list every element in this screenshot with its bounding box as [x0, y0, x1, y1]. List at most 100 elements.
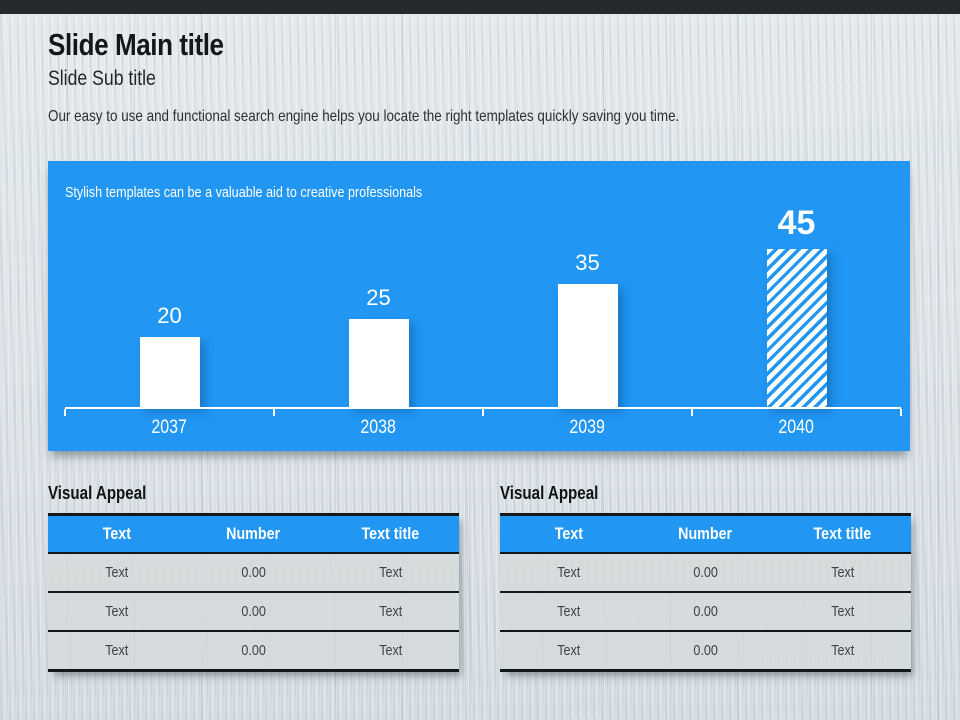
- cell-text: 0.00: [241, 642, 266, 659]
- cell-text: Text: [104, 642, 129, 659]
- table-cell: Text: [322, 603, 459, 620]
- x-axis: [64, 407, 902, 417]
- table-header-row: Text Number Text title: [500, 516, 911, 552]
- table-section-left: Visual Appeal Text Number Text title Text 0.…: [48, 483, 459, 672]
- table-cell: 0.00: [185, 564, 322, 581]
- table-cell: Text: [322, 642, 459, 659]
- table-cell: 0.00: [637, 642, 774, 659]
- table-cell: Text: [48, 603, 185, 620]
- table-cell: Text: [500, 564, 637, 581]
- highlighted-bar: [766, 249, 827, 407]
- cell-text: Text: [830, 564, 855, 581]
- header-cell-text: Text: [102, 524, 131, 543]
- header-cell-text: Number: [226, 524, 281, 543]
- table-header-row: Text Number Text title: [48, 516, 459, 552]
- cell-text: Text: [830, 603, 855, 620]
- cell-text: 0.00: [241, 564, 266, 581]
- cell-text: Text: [104, 564, 129, 581]
- table-header-cell: Number: [185, 524, 322, 544]
- table-title: Visual Appeal: [48, 483, 459, 504]
- table-cell: 0.00: [637, 603, 774, 620]
- header-cell-text: Number: [678, 524, 733, 543]
- bar-group: 35: [557, 249, 618, 407]
- header-cell-text: Text: [554, 524, 583, 543]
- bar: [348, 319, 409, 407]
- axis-tick: [273, 409, 275, 416]
- top-frame-bar: [0, 0, 960, 14]
- bar-group: 45: [766, 203, 827, 407]
- chart-caption-text: Stylish templates can be a valuable aid …: [65, 184, 423, 201]
- page-title-text: Slide Main title: [48, 27, 224, 62]
- page-subtitle-text: Slide Sub title: [48, 67, 156, 90]
- chart-panel: Stylish templates can be a valuable aid …: [48, 161, 910, 451]
- table-cell: Text: [500, 603, 637, 620]
- table-cell: 0.00: [637, 564, 774, 581]
- cell-text: 0.00: [693, 564, 718, 581]
- bar-value-label: 45: [777, 203, 816, 242]
- cell-text: Text: [556, 603, 581, 620]
- x-axis-label: 2037: [65, 417, 274, 439]
- x-axis-label: 2040: [692, 417, 901, 439]
- bar-column: 45: [692, 203, 901, 407]
- table-header-cell: Number: [637, 524, 774, 544]
- table-title: Visual Appeal: [500, 483, 911, 504]
- table-cell: Text: [48, 642, 185, 659]
- cell-text: 0.00: [693, 603, 718, 620]
- table-cell: Text: [322, 564, 459, 581]
- table-row: Text 0.00 Text: [500, 630, 911, 669]
- cell-text: Text: [104, 603, 129, 620]
- bar-value-label: 25: [366, 284, 391, 310]
- axis-tick: [64, 409, 66, 416]
- data-table: Text Number Text title Text 0.00 Text Text 0.00…: [500, 513, 911, 672]
- table-row: Text 0.00 Text: [48, 552, 459, 591]
- x-axis-label-text: 2037: [151, 417, 188, 438]
- table-row: Text 0.00 Text: [48, 630, 459, 669]
- cell-text: 0.00: [693, 642, 718, 659]
- axis-tick: [482, 409, 484, 416]
- table-cell: Text: [48, 564, 185, 581]
- table-title-text: Visual Appeal: [48, 483, 147, 503]
- table-cell: 0.00: [185, 642, 322, 659]
- table-header-cell: Text title: [322, 524, 459, 544]
- axis-tick: [691, 409, 693, 416]
- table-header-cell: Text: [500, 524, 637, 544]
- bar-group: 20: [139, 302, 200, 407]
- cell-text: Text: [378, 603, 403, 620]
- bar-value-label: 20: [157, 302, 182, 328]
- cell-text: Text: [378, 642, 403, 659]
- bar-column: 20: [65, 302, 274, 407]
- bar-value-label: 35: [575, 249, 600, 275]
- bar: [557, 284, 618, 407]
- table-cell: Text: [774, 642, 911, 659]
- table-title-text: Visual Appeal: [500, 483, 599, 503]
- table-header-cell: Text title: [774, 524, 911, 544]
- table-row: Text 0.00 Text: [500, 591, 911, 630]
- table-cell: 0.00: [185, 603, 322, 620]
- cell-text: Text: [830, 642, 855, 659]
- bar-column: 35: [483, 249, 692, 407]
- table-row: Text 0.00 Text: [500, 552, 911, 591]
- x-axis-label-text: 2040: [778, 417, 815, 438]
- page-subtitle: Slide Sub title: [48, 67, 176, 91]
- table-cell: Text: [500, 642, 637, 659]
- bar: [139, 337, 200, 407]
- table-cell: Text: [774, 603, 911, 620]
- axis-tick: [900, 409, 902, 416]
- x-axis-label: 2038: [274, 417, 483, 439]
- data-table: Text Number Text title Text 0.00 Text Text 0.00…: [48, 513, 459, 672]
- table-cell: Text: [774, 564, 911, 581]
- x-axis-labels: 2037 2038 2039 2040: [65, 417, 901, 439]
- bar-group: 25: [348, 284, 409, 407]
- cell-text: 0.00: [241, 603, 266, 620]
- bar-chart: 20 25 35 45: [65, 161, 901, 407]
- body-text: Our easy to use and functional search en…: [48, 108, 800, 126]
- x-axis-label-text: 2038: [360, 417, 397, 438]
- x-axis-label-text: 2039: [569, 417, 606, 438]
- header-cell-text: Text title: [361, 524, 420, 543]
- page-title: Slide Main title: [48, 27, 257, 63]
- x-axis-label: 2039: [483, 417, 692, 439]
- table-header-cell: Text: [48, 524, 185, 544]
- body-text-content: Our easy to use and functional search en…: [48, 108, 680, 125]
- cell-text: Text: [556, 564, 581, 581]
